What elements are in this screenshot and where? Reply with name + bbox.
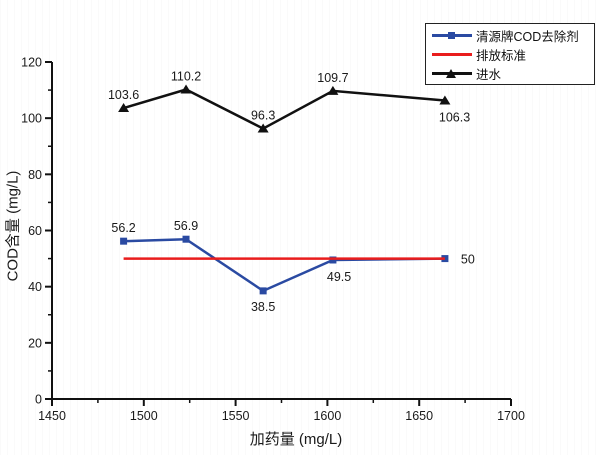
y-axis: 0 20 40 60 80 100 120: [21, 56, 52, 407]
legend-marker-square-icon: [448, 32, 455, 39]
legend-box: 清源牌COD去除剂 排放标准 进水: [425, 23, 595, 85]
data-point-label: 56.2: [111, 221, 135, 235]
legend-line-sample: [432, 53, 472, 56]
x-tick-label: 1500: [130, 409, 158, 423]
data-point-label: 38.5: [251, 300, 275, 314]
x-tick-label: 1700: [497, 409, 525, 423]
legend-sample-standard: [432, 48, 472, 61]
x-tick-label: 1450: [38, 409, 66, 423]
data-point-triangle: [180, 84, 192, 94]
series-influent: 103.6 110.2 96.3 109.7 106.3: [108, 70, 470, 133]
x-axis-title: 加药量 (mg/L): [249, 431, 343, 448]
y-tick-label: 120: [21, 56, 42, 70]
data-point-label: 106.3: [439, 110, 470, 124]
x-tick-label: 1550: [222, 409, 250, 423]
y-tick-label: 20: [28, 336, 42, 350]
legend-label-influent: 进水: [476, 68, 502, 82]
x-tick-label: 1650: [405, 409, 433, 423]
legend-row-influent: 进水: [432, 64, 594, 83]
data-point-triangle: [118, 103, 130, 113]
data-point-square: [329, 256, 337, 264]
legend-row-standard: 排放标准: [432, 45, 594, 64]
legend-label-standard: 排放标准: [476, 49, 527, 63]
data-point-label: 103.6: [108, 88, 139, 102]
data-point-label: 50: [461, 253, 475, 267]
data-point-square: [182, 235, 190, 243]
data-point-label: 56.9: [174, 219, 198, 233]
legend-label-qingyuan: 清源牌COD去除剂: [476, 30, 579, 44]
y-tick-label: 60: [28, 224, 42, 238]
legend-sample-influent: [432, 67, 472, 80]
data-point-label: 110.2: [171, 70, 201, 84]
data-point-triangle: [439, 95, 451, 105]
y-tick-label: 80: [28, 168, 42, 182]
series-cod-remover: 56.2 56.9 38.5 49.5 50: [111, 219, 474, 314]
data-point-triangle: [257, 123, 269, 133]
data-point-triangle: [327, 85, 339, 95]
legend-marker-triangle-icon: [446, 68, 456, 78]
legend-sample-qingyuan: [432, 29, 472, 42]
data-point-label: 109.7: [317, 71, 348, 85]
x-tick-label: 1600: [313, 409, 341, 423]
data-point-square: [259, 287, 267, 295]
x-axis: 1450 1500 1550 1600 1650 1700: [38, 399, 525, 423]
y-tick-label: 40: [28, 280, 42, 294]
y-axis-title: COD含量 (mg/L): [4, 170, 22, 282]
y-tick-label: 0: [35, 393, 42, 407]
y-tick-label: 100: [21, 112, 42, 126]
data-point-label: 49.5: [327, 270, 351, 284]
data-point-square: [120, 237, 128, 245]
data-point-label: 96.3: [251, 109, 275, 123]
legend-row-qingyuan: 清源牌COD去除剂: [432, 26, 594, 45]
